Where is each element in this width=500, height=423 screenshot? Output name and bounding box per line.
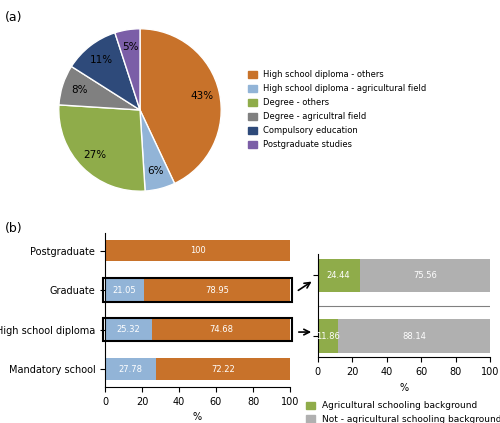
Text: 5%: 5% [122, 42, 138, 52]
Bar [360, 258, 490, 292]
Text: 43%: 43% [190, 91, 214, 101]
Text: 72.22: 72.22 [212, 365, 235, 374]
Text: 8%: 8% [72, 85, 88, 96]
Text: 6%: 6% [148, 166, 164, 176]
Bar [338, 319, 490, 353]
Text: 25.32: 25.32 [116, 325, 140, 334]
Wedge shape [140, 110, 174, 191]
Bar [105, 279, 144, 301]
Text: (a): (a) [5, 11, 22, 24]
Wedge shape [59, 66, 140, 110]
Bar [144, 279, 290, 301]
Text: 100: 100 [190, 246, 206, 255]
Bar [105, 240, 290, 261]
Text: 75.56: 75.56 [413, 271, 437, 280]
Text: 78.95: 78.95 [205, 286, 229, 294]
Bar [105, 358, 156, 380]
Text: (b): (b) [5, 222, 22, 235]
Wedge shape [140, 29, 221, 184]
Text: 21.05: 21.05 [112, 286, 136, 294]
Text: 11.86: 11.86 [316, 332, 340, 341]
Bar [156, 358, 290, 380]
Bar [318, 258, 360, 292]
Wedge shape [59, 105, 145, 191]
Text: 24.44: 24.44 [327, 271, 350, 280]
Wedge shape [72, 33, 140, 110]
Legend: Agricultural schooling background, Not - agricultural schooling background: Agricultural schooling background, Not -… [302, 398, 500, 423]
X-axis label: %: % [399, 383, 408, 393]
Legend: High school diploma - others, High school diploma - agricultural field, Degree -: High school diploma - others, High schoo… [246, 68, 429, 152]
Wedge shape [115, 29, 140, 110]
Bar [103, 278, 292, 302]
Bar [152, 319, 290, 341]
Bar [105, 319, 152, 341]
Bar [318, 319, 338, 353]
Text: 27%: 27% [84, 150, 107, 160]
X-axis label: %: % [193, 412, 202, 422]
Text: 74.68: 74.68 [209, 325, 233, 334]
Text: 88.14: 88.14 [402, 332, 426, 341]
Bar [103, 318, 292, 341]
Text: 11%: 11% [90, 55, 112, 65]
Text: 27.78: 27.78 [118, 365, 142, 374]
